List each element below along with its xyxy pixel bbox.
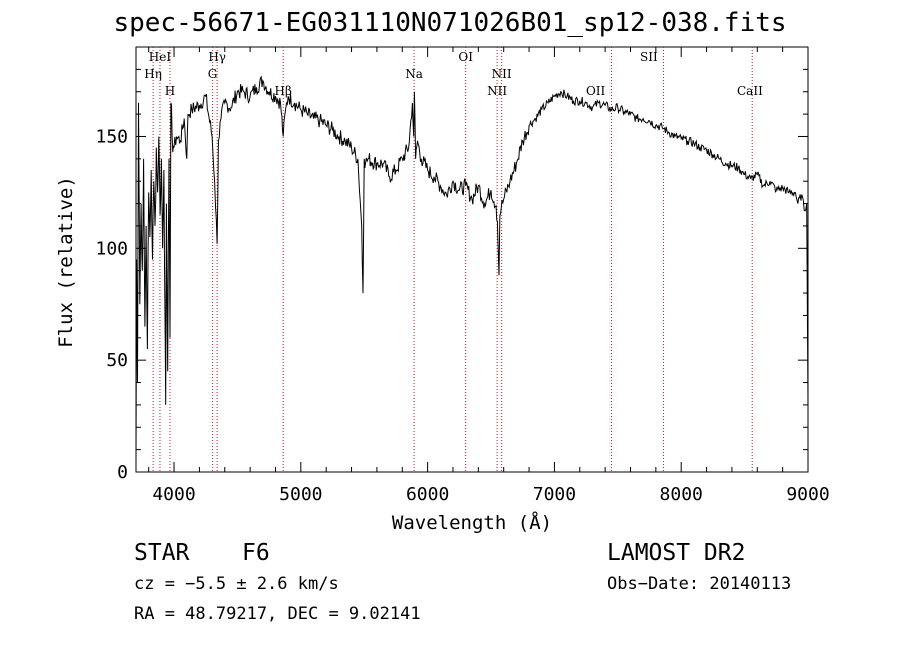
y-tick-label: 0 — [117, 462, 128, 483]
spectrum-line — [135, 75, 809, 461]
chart-title: spec-56671-EG031110N071026B01_sp12-038.f… — [113, 8, 787, 38]
spectral-line-label: Hη — [144, 67, 162, 81]
marker-lines — [152, 47, 753, 472]
x-tick-label: 5000 — [279, 484, 322, 505]
x-tick-label: 8000 — [660, 484, 703, 505]
spectral-line-label: H — [165, 84, 175, 98]
spectral-line-label: OI — [458, 50, 473, 64]
spectral-line-label: Hγ — [208, 50, 226, 64]
spectral-line-label: Na — [405, 67, 423, 81]
y-tick-label: 50 — [106, 350, 128, 371]
observation-date: Obs−Date: 20140113 — [607, 574, 792, 594]
coordinates: RA = 48.79217, DEC = 9.02141 — [134, 604, 421, 624]
y-tick-label: 150 — [95, 126, 128, 147]
object-subclass: F6 — [242, 540, 270, 566]
spectral-line-label: CaII — [737, 84, 763, 98]
redshift-cz: cz = −5.5 ± 2.6 km/s — [134, 574, 339, 594]
survey-name: LAMOST DR2 — [607, 540, 746, 566]
y-tick-label: 100 — [95, 238, 128, 259]
spectral-line-label: G — [208, 67, 218, 81]
object-class: STAR — [134, 540, 190, 566]
y-axis-label: Flux (relative) — [55, 176, 77, 348]
spectral-line-label: HeI — [149, 50, 172, 64]
x-tick-label: 4000 — [152, 484, 195, 505]
spectral-line-label: NII — [492, 67, 512, 81]
spectral-line-label: Hβ — [275, 84, 292, 98]
x-axis-label: Wavelength (Å) — [392, 511, 552, 534]
spectral-line-label: OII — [586, 84, 606, 98]
spectral-line-label: SII — [640, 50, 658, 64]
x-tick-label: 6000 — [406, 484, 449, 505]
x-tick-label: 9000 — [786, 484, 829, 505]
axis-ticks: 4000 5000 6000 7000 8000 9000 0 50 100 150 — [95, 47, 830, 505]
spectral-line-label: NII — [487, 84, 507, 98]
spectral-line-labels: Hη HeI H Hγ G Hβ Na OI NII NII OII SII CaII — [144, 50, 763, 98]
plot-frame — [135, 46, 809, 473]
x-tick-label: 7000 — [533, 484, 576, 505]
